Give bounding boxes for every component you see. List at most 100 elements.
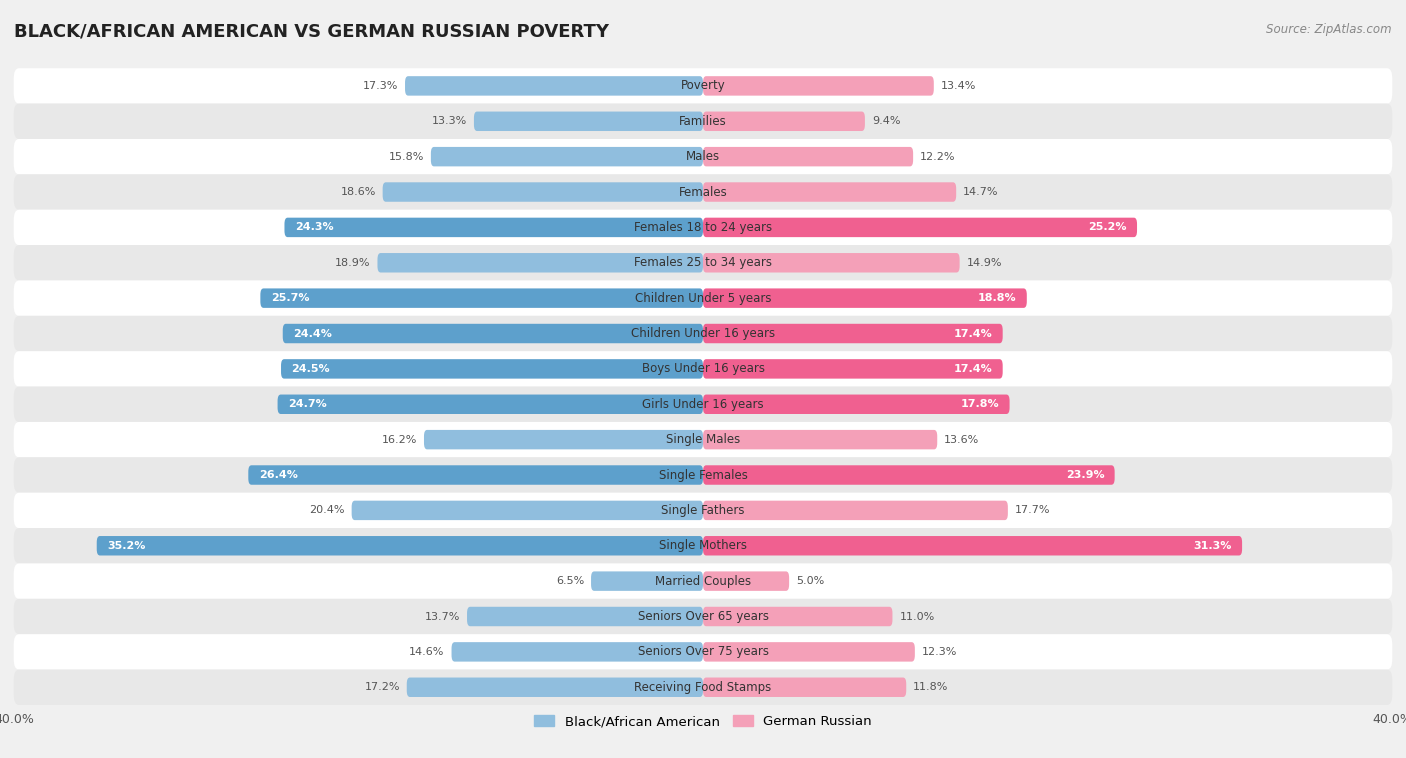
Text: 17.4%: 17.4% [953, 364, 993, 374]
FancyBboxPatch shape [703, 359, 1002, 379]
FancyBboxPatch shape [14, 563, 1392, 599]
FancyBboxPatch shape [703, 536, 1241, 556]
Text: 13.4%: 13.4% [941, 81, 976, 91]
Text: Females 25 to 34 years: Females 25 to 34 years [634, 256, 772, 269]
FancyBboxPatch shape [703, 572, 789, 591]
FancyBboxPatch shape [703, 253, 960, 273]
FancyBboxPatch shape [14, 104, 1392, 139]
Text: Single Mothers: Single Mothers [659, 539, 747, 553]
FancyBboxPatch shape [283, 324, 703, 343]
FancyBboxPatch shape [703, 642, 915, 662]
Text: 18.9%: 18.9% [335, 258, 371, 268]
Text: 24.7%: 24.7% [288, 399, 326, 409]
Text: 14.9%: 14.9% [966, 258, 1002, 268]
FancyBboxPatch shape [703, 111, 865, 131]
Text: 17.8%: 17.8% [960, 399, 1000, 409]
FancyBboxPatch shape [249, 465, 703, 485]
Text: BLACK/AFRICAN AMERICAN VS GERMAN RUSSIAN POVERTY: BLACK/AFRICAN AMERICAN VS GERMAN RUSSIAN… [14, 23, 609, 41]
FancyBboxPatch shape [281, 359, 703, 379]
Text: Females: Females [679, 186, 727, 199]
Text: 31.3%: 31.3% [1194, 540, 1232, 551]
Text: 17.7%: 17.7% [1015, 506, 1050, 515]
FancyBboxPatch shape [382, 183, 703, 202]
Text: 24.5%: 24.5% [291, 364, 330, 374]
FancyBboxPatch shape [703, 183, 956, 202]
Text: 26.4%: 26.4% [259, 470, 298, 480]
Text: Single Fathers: Single Fathers [661, 504, 745, 517]
Text: Receiving Food Stamps: Receiving Food Stamps [634, 681, 772, 694]
FancyBboxPatch shape [703, 430, 938, 449]
Text: 18.6%: 18.6% [340, 187, 375, 197]
FancyBboxPatch shape [277, 395, 703, 414]
Text: Source: ZipAtlas.com: Source: ZipAtlas.com [1267, 23, 1392, 36]
Text: Males: Males [686, 150, 720, 163]
Text: 25.2%: 25.2% [1088, 222, 1126, 233]
FancyBboxPatch shape [405, 76, 703, 96]
Text: 18.8%: 18.8% [977, 293, 1017, 303]
FancyBboxPatch shape [14, 280, 1392, 316]
Text: 9.4%: 9.4% [872, 116, 900, 127]
FancyBboxPatch shape [591, 572, 703, 591]
FancyBboxPatch shape [14, 387, 1392, 422]
FancyBboxPatch shape [467, 606, 703, 626]
FancyBboxPatch shape [425, 430, 703, 449]
Text: 14.7%: 14.7% [963, 187, 998, 197]
Text: 17.3%: 17.3% [363, 81, 398, 91]
Text: Children Under 16 years: Children Under 16 years [631, 327, 775, 340]
FancyBboxPatch shape [703, 465, 1115, 485]
Text: Married Couples: Married Couples [655, 575, 751, 587]
Text: 14.6%: 14.6% [409, 647, 444, 657]
Legend: Black/African American, German Russian: Black/African American, German Russian [529, 709, 877, 733]
Text: 23.9%: 23.9% [1066, 470, 1104, 480]
FancyBboxPatch shape [14, 316, 1392, 351]
FancyBboxPatch shape [703, 395, 1010, 414]
FancyBboxPatch shape [703, 606, 893, 626]
Text: Seniors Over 65 years: Seniors Over 65 years [637, 610, 769, 623]
Text: Single Males: Single Males [666, 433, 740, 446]
FancyBboxPatch shape [406, 678, 703, 697]
Text: Families: Families [679, 114, 727, 128]
Text: 24.4%: 24.4% [292, 328, 332, 339]
FancyBboxPatch shape [14, 139, 1392, 174]
Text: Females 18 to 24 years: Females 18 to 24 years [634, 221, 772, 234]
Text: Single Females: Single Females [658, 468, 748, 481]
FancyBboxPatch shape [14, 669, 1392, 705]
FancyBboxPatch shape [703, 147, 912, 167]
Text: 35.2%: 35.2% [107, 540, 145, 551]
FancyBboxPatch shape [97, 536, 703, 556]
FancyBboxPatch shape [14, 493, 1392, 528]
Text: 6.5%: 6.5% [555, 576, 583, 586]
Text: 17.2%: 17.2% [364, 682, 399, 692]
Text: Girls Under 16 years: Girls Under 16 years [643, 398, 763, 411]
FancyBboxPatch shape [14, 599, 1392, 634]
Text: 13.7%: 13.7% [425, 612, 460, 622]
FancyBboxPatch shape [14, 245, 1392, 280]
Text: 20.4%: 20.4% [309, 506, 344, 515]
Text: 5.0%: 5.0% [796, 576, 824, 586]
Text: 15.8%: 15.8% [388, 152, 425, 161]
FancyBboxPatch shape [703, 678, 907, 697]
FancyBboxPatch shape [284, 218, 703, 237]
Text: 11.8%: 11.8% [912, 682, 949, 692]
FancyBboxPatch shape [703, 218, 1137, 237]
FancyBboxPatch shape [14, 528, 1392, 563]
Text: 12.2%: 12.2% [920, 152, 956, 161]
FancyBboxPatch shape [14, 457, 1392, 493]
FancyBboxPatch shape [703, 76, 934, 96]
FancyBboxPatch shape [377, 253, 703, 273]
Text: Boys Under 16 years: Boys Under 16 years [641, 362, 765, 375]
FancyBboxPatch shape [14, 634, 1392, 669]
FancyBboxPatch shape [474, 111, 703, 131]
FancyBboxPatch shape [430, 147, 703, 167]
Text: Seniors Over 75 years: Seniors Over 75 years [637, 645, 769, 659]
Text: 11.0%: 11.0% [900, 612, 935, 622]
FancyBboxPatch shape [703, 289, 1026, 308]
FancyBboxPatch shape [703, 324, 1002, 343]
Text: Children Under 5 years: Children Under 5 years [634, 292, 772, 305]
Text: 17.4%: 17.4% [953, 328, 993, 339]
Text: 12.3%: 12.3% [922, 647, 957, 657]
FancyBboxPatch shape [352, 501, 703, 520]
FancyBboxPatch shape [14, 68, 1392, 104]
Text: 13.6%: 13.6% [945, 434, 980, 445]
Text: 24.3%: 24.3% [295, 222, 333, 233]
